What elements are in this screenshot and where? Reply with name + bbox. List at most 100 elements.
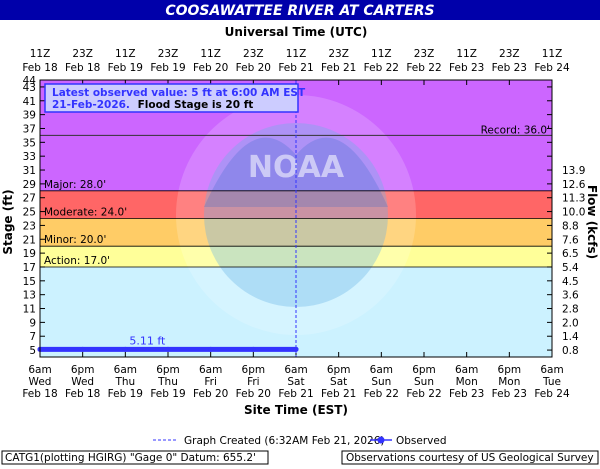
top-tick-label-hour: 11Z [542, 48, 563, 60]
observed-point [251, 347, 256, 352]
stage-tick-label: 21 [23, 234, 36, 246]
bottom-tick-label-day: Sun [371, 376, 391, 388]
band-label-moderate: Moderate: 24.0' [44, 207, 127, 219]
annotation-line-1: Latest observed value: 5 ft at 6:00 AM E… [52, 87, 306, 99]
band-label-action: Action: 17.0' [44, 255, 110, 267]
bottom-tick-label-date: Feb 24 [534, 388, 570, 400]
flow-tick-label: 1.4 [562, 331, 579, 343]
top-tick-label-date: Feb 22 [406, 62, 441, 74]
stage-tick-label: 27 [23, 193, 36, 205]
legend: Graph Created (6:32AM Feb 21, 2026) Obse… [153, 435, 447, 447]
stage-tick-label: 44 [23, 75, 37, 87]
observed-value-label: 5.11 ft [129, 334, 166, 347]
top-tick-label-date: Feb 19 [150, 62, 185, 74]
flow-tick-label: 2.8 [562, 304, 579, 316]
bottom-tick-label-date: Feb 22 [364, 388, 399, 400]
bottom-tick-label-time: 6pm [242, 364, 266, 376]
bottom-tick-label-day: Wed [71, 376, 94, 388]
bottom-tick-label-date: Feb 20 [193, 388, 228, 400]
top-axis-title: Universal Time (UTC) [225, 25, 368, 39]
stage-tick-label: 17 [23, 262, 36, 274]
bottom-tick-label-day: Sat [287, 376, 304, 388]
top-tick-label-date: Feb 21 [278, 62, 313, 74]
top-tick-label-hour: 11Z [286, 48, 307, 60]
bottom-tick-label-day: Tue [542, 376, 561, 388]
bottom-tick-label-day: Thu [114, 376, 135, 388]
top-tick-label-date: Feb 24 [534, 62, 570, 74]
bottom-tick-label-time: 6pm [71, 364, 95, 376]
stage-tick-label: 15 [23, 276, 36, 288]
legend-graph-created-label: Graph Created (6:32AM Feb 21, 2026) [184, 435, 384, 447]
stage-tick-label: 35 [23, 137, 36, 149]
bottom-tick-label-date: Feb 19 [108, 388, 143, 400]
annotation-flood-stage: Flood Stage is 20 ft [138, 99, 254, 111]
legend-observed-marker [378, 437, 385, 444]
flow-tick-label: 0.8 [562, 345, 579, 357]
bottom-tick-label-time: 6am [540, 364, 563, 376]
footer-right-text: Observations courtesy of US Geological S… [346, 452, 594, 464]
observed-point [80, 347, 85, 352]
stage-tick-label: 7 [29, 331, 36, 343]
flow-tick-label: 12.6 [562, 179, 586, 191]
footer-left-text: CATG1(plotting HGIRG) "Gage 0" Datum: 65… [5, 452, 256, 464]
flow-tick-label: 13.9 [562, 165, 585, 177]
stage-tick-label: 33 [23, 151, 36, 163]
top-tick-label-date: Feb 21 [321, 62, 356, 74]
bottom-tick-label-date: Feb 22 [406, 388, 441, 400]
stage-tick-label: 9 [29, 317, 36, 329]
bottom-tick-label-date: Feb 18 [65, 388, 100, 400]
bottom-tick-label-day: Mon [498, 376, 520, 388]
bottom-tick-label-time: 6am [28, 364, 51, 376]
stage-tick-label: 25 [23, 207, 36, 219]
top-tick-label-date: Feb 20 [236, 62, 271, 74]
bottom-tick-label-time: 6am [370, 364, 393, 376]
bottom-tick-label-day: Thu [157, 376, 178, 388]
band-label-minor: Minor: 20.0' [44, 234, 106, 246]
top-tick-label-date: Feb 23 [492, 62, 527, 74]
bottom-tick-label-time: 6am [114, 364, 137, 376]
bottom-tick-label-day: Wed [29, 376, 52, 388]
latest-value-annotation: Latest observed value: 5 ft at 6:00 AM E… [45, 84, 306, 112]
bottom-tick-label-date: Feb 20 [236, 388, 271, 400]
bottom-tick-label-time: 6pm [498, 364, 522, 376]
stage-tick-label: 39 [23, 110, 36, 122]
legend-observed-label: Observed [396, 435, 447, 447]
band-label-major: Major: 28.0' [44, 179, 106, 191]
bottom-tick-label-time: 6am [455, 364, 478, 376]
top-tick-label-hour: 11Z [30, 48, 51, 60]
bottom-tick-label-date: Feb 23 [492, 388, 527, 400]
flow-tick-label: 4.5 [562, 276, 579, 288]
flow-tick-label: 3.6 [562, 290, 579, 302]
top-tick-label-date: Feb 19 [108, 62, 143, 74]
bottom-tick-label-day: Fri [247, 376, 260, 388]
bottom-tick-label-day: Sun [414, 376, 434, 388]
top-tick-label-date: Feb 23 [449, 62, 484, 74]
bottom-tick-label-date: Feb 21 [321, 388, 356, 400]
stage-tick-label: 31 [23, 165, 36, 177]
top-tick-label-date: Feb 20 [193, 62, 228, 74]
top-tick-label-hour: 23Z [499, 48, 520, 60]
bottom-tick-label-time: 6am [284, 364, 307, 376]
top-tick-label-date: Feb 18 [65, 62, 100, 74]
top-tick-label-hour: 11Z [371, 48, 392, 60]
top-tick-label-hour: 11Z [456, 48, 477, 60]
flow-tick-label: 10.0 [562, 207, 585, 219]
stage-tick-label: 13 [23, 290, 36, 302]
chart-title: COOSAWATTEE RIVER AT CARTERS [165, 3, 434, 19]
bottom-tick-label-day: Sat [330, 376, 347, 388]
bottom-tick-label-time: 6pm [327, 364, 351, 376]
observed-point [208, 347, 213, 352]
top-tick-label-hour: 23Z [414, 48, 435, 60]
top-tick-label-hour: 23Z [243, 48, 264, 60]
stage-tick-label: 23 [23, 220, 36, 232]
bottom-tick-label-date: Feb 18 [22, 388, 57, 400]
annotation-line-2: 21-Feb-2026. Flood Stage is 20 ft [52, 99, 253, 111]
top-tick-label-date: Feb 22 [364, 62, 399, 74]
stage-tick-label: 41 [23, 96, 36, 108]
observed-point [166, 347, 171, 352]
flow-tick-label: 8.8 [562, 220, 579, 232]
